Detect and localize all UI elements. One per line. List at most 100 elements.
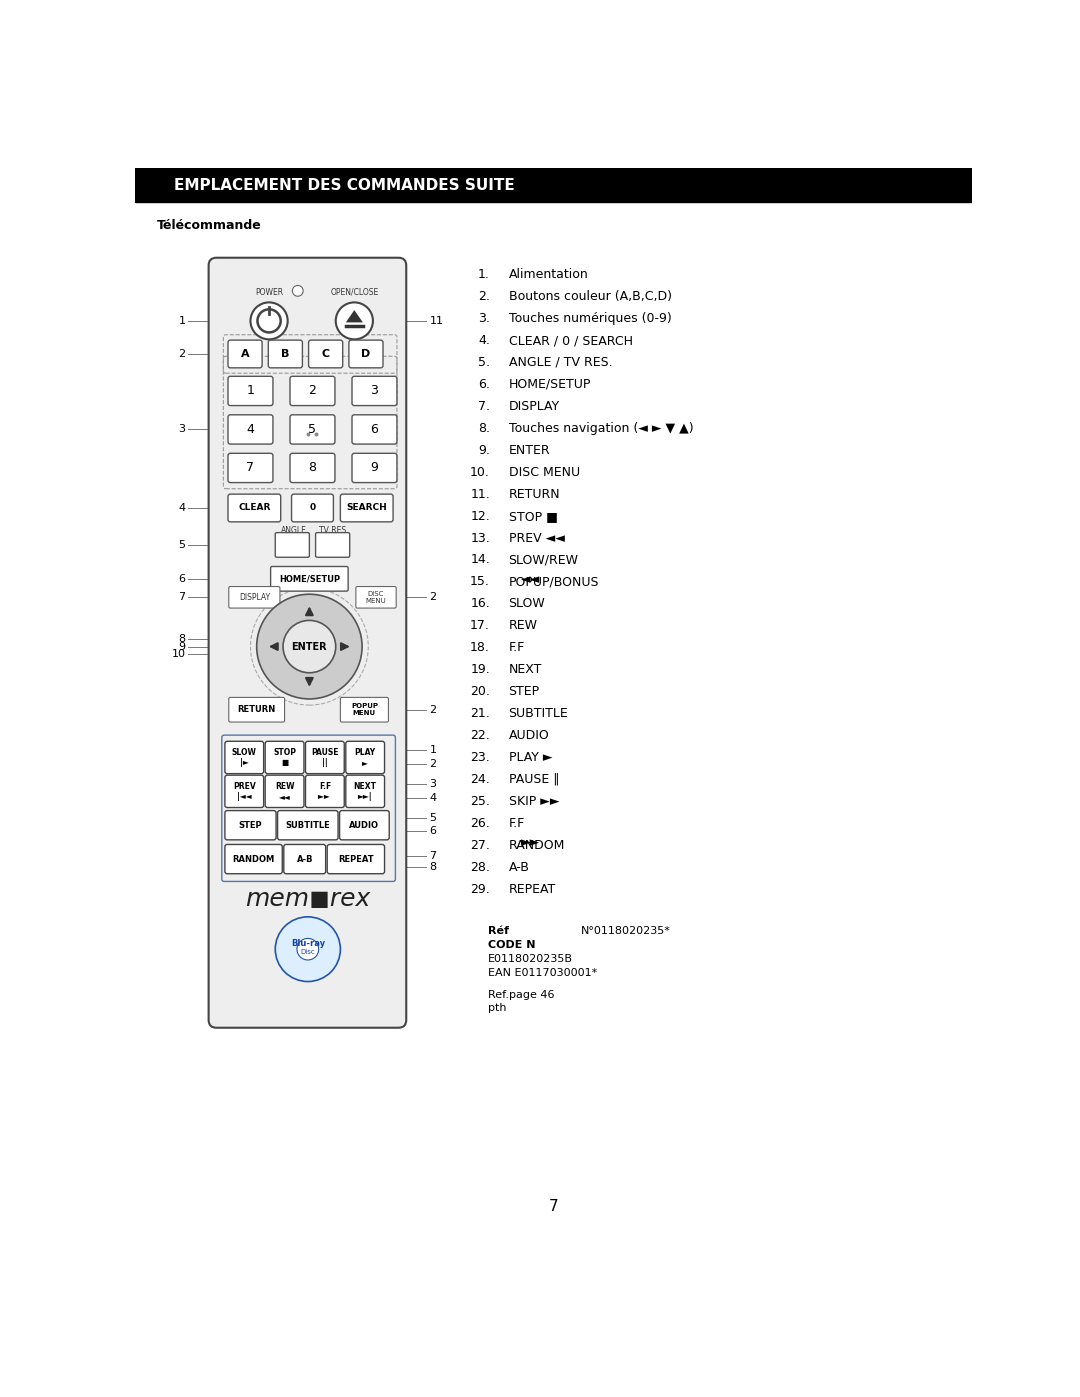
Text: E0118020235B: E0118020235B: [488, 954, 572, 964]
Text: OPEN/CLOSE: OPEN/CLOSE: [330, 288, 378, 298]
Text: PREV
|◄◄: PREV |◄◄: [233, 782, 256, 800]
Text: 2: 2: [309, 384, 316, 397]
Text: EAN E0117030001*: EAN E0117030001*: [488, 968, 597, 978]
Text: 10.: 10.: [470, 465, 490, 479]
Text: 8: 8: [309, 461, 316, 475]
FancyBboxPatch shape: [352, 376, 397, 405]
FancyBboxPatch shape: [229, 587, 280, 608]
Text: 9: 9: [370, 461, 378, 475]
Circle shape: [293, 285, 303, 296]
Text: 17.: 17.: [470, 619, 490, 633]
FancyBboxPatch shape: [266, 742, 303, 774]
FancyBboxPatch shape: [228, 415, 273, 444]
Text: PREV ◄◄: PREV ◄◄: [509, 531, 565, 545]
Text: 6: 6: [430, 827, 436, 837]
Text: DISPLAY: DISPLAY: [509, 400, 559, 414]
Text: 4.: 4.: [478, 334, 490, 346]
Text: REW: REW: [509, 619, 538, 633]
Text: DISC
MENU: DISC MENU: [366, 591, 387, 604]
Text: 14.: 14.: [470, 553, 490, 566]
Text: 3: 3: [178, 425, 186, 434]
FancyBboxPatch shape: [340, 697, 389, 722]
FancyBboxPatch shape: [306, 775, 345, 807]
Text: 10: 10: [172, 650, 186, 659]
Text: 8.: 8.: [478, 422, 490, 434]
Text: 4: 4: [178, 503, 186, 513]
Text: EMPLACEMENT DES COMMANDES SUITE: EMPLACEMENT DES COMMANDES SUITE: [174, 177, 515, 193]
Text: SLOW
|►: SLOW |►: [232, 747, 257, 767]
Polygon shape: [346, 310, 363, 323]
FancyBboxPatch shape: [291, 453, 335, 482]
FancyBboxPatch shape: [352, 415, 397, 444]
Text: 3: 3: [370, 384, 378, 397]
Text: Télécommande: Télécommande: [157, 219, 261, 232]
Text: 7: 7: [430, 851, 436, 861]
FancyBboxPatch shape: [291, 415, 335, 444]
Text: A-B: A-B: [297, 855, 313, 863]
Text: 1: 1: [246, 384, 255, 397]
Text: HOME/SETUP: HOME/SETUP: [279, 574, 340, 584]
Text: ENTER: ENTER: [292, 641, 327, 651]
Text: 28.: 28.: [470, 861, 490, 873]
Text: SUBTITLE: SUBTITLE: [285, 820, 330, 830]
Text: 2: 2: [430, 592, 436, 602]
Text: 5: 5: [309, 423, 316, 436]
Text: DISPLAY: DISPLAY: [239, 592, 270, 602]
FancyBboxPatch shape: [208, 257, 406, 1028]
Text: RANDOM: RANDOM: [509, 838, 565, 852]
Text: 19.: 19.: [470, 664, 490, 676]
Text: ANGLE / TV RES.: ANGLE / TV RES.: [509, 356, 612, 369]
Text: 12.: 12.: [470, 510, 490, 522]
Text: 1: 1: [178, 316, 186, 326]
Text: REW
◄◄: REW ◄◄: [274, 782, 295, 800]
Text: 7: 7: [178, 592, 186, 602]
Text: Réf: Réf: [488, 926, 509, 936]
Text: 3.: 3.: [478, 312, 490, 326]
Text: 8: 8: [178, 634, 186, 644]
Text: 20.: 20.: [470, 685, 490, 698]
Text: SUBTITLE: SUBTITLE: [509, 707, 568, 719]
FancyBboxPatch shape: [339, 810, 389, 840]
FancyBboxPatch shape: [291, 376, 335, 405]
Text: A-B: A-B: [509, 861, 529, 873]
FancyBboxPatch shape: [228, 376, 273, 405]
Text: REPEAT: REPEAT: [509, 883, 556, 895]
Text: Touches numériques (0-9): Touches numériques (0-9): [509, 312, 672, 326]
FancyBboxPatch shape: [309, 339, 342, 367]
FancyBboxPatch shape: [306, 742, 345, 774]
Text: 1.: 1.: [478, 268, 490, 281]
Text: 7: 7: [246, 461, 255, 475]
FancyBboxPatch shape: [228, 453, 273, 482]
Text: POPUP
MENU: POPUP MENU: [351, 703, 378, 717]
Text: ◄◄: ◄◄: [521, 573, 540, 587]
Text: Ref.page 46: Ref.page 46: [488, 989, 554, 1000]
FancyBboxPatch shape: [356, 587, 396, 608]
Text: D: D: [362, 349, 370, 359]
Text: 16.: 16.: [470, 598, 490, 610]
FancyBboxPatch shape: [284, 844, 326, 873]
Text: CLEAR / 0 / SEARCH: CLEAR / 0 / SEARCH: [509, 334, 633, 346]
FancyBboxPatch shape: [228, 339, 262, 367]
Text: AUDIO: AUDIO: [509, 729, 550, 742]
Text: 0: 0: [309, 503, 315, 513]
Text: 13.: 13.: [470, 531, 490, 545]
FancyBboxPatch shape: [275, 532, 309, 557]
FancyBboxPatch shape: [266, 775, 303, 807]
FancyBboxPatch shape: [225, 844, 282, 873]
FancyBboxPatch shape: [268, 339, 302, 367]
Circle shape: [283, 620, 336, 673]
Text: ►►: ►►: [521, 837, 540, 849]
Text: RETURN: RETURN: [238, 705, 275, 714]
Text: PLAY ►: PLAY ►: [509, 752, 552, 764]
Text: HOME/SETUP: HOME/SETUP: [509, 379, 591, 391]
Text: 7.: 7.: [478, 400, 490, 414]
Text: Touches navigation (◄ ► ▼ ▲): Touches navigation (◄ ► ▼ ▲): [509, 422, 693, 434]
Text: TV RES.: TV RES.: [320, 525, 349, 535]
Circle shape: [257, 594, 362, 698]
Text: 6.: 6.: [478, 379, 490, 391]
Text: 25.: 25.: [470, 795, 490, 807]
Text: POPUP/BONUS: POPUP/BONUS: [509, 576, 599, 588]
Text: 9: 9: [178, 641, 186, 651]
Text: 24.: 24.: [470, 773, 490, 787]
Text: 5.: 5.: [478, 356, 490, 369]
